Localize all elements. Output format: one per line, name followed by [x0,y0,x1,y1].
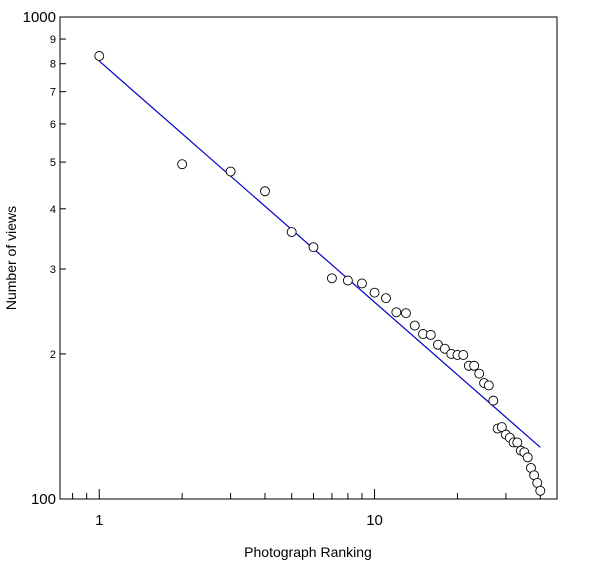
axis-ticks [60,16,541,500]
data-point [512,437,523,448]
data-point [326,273,337,284]
y-minor-tick-label: 3 [50,264,56,276]
data-point [391,307,402,318]
data-point [409,320,420,331]
y-tick-label: 100 [31,491,56,508]
data-point [439,343,450,354]
fit-line [98,60,541,448]
data-point [458,350,469,360]
data-points [94,51,546,496]
data-point [488,395,499,406]
y-tick-label: 1000 [23,9,56,26]
data-point [225,166,236,177]
data-point [425,329,436,340]
data-point [522,452,533,463]
y-minor-tick-label: 4 [50,204,56,216]
y-axis-label: Number of views [3,206,19,310]
tick-labels: 1 10 100 1000 2 3 4 5 6 7 8 9 [23,9,383,529]
data-point [400,308,411,319]
y-minor-tick-label: 2 [50,349,56,361]
data-point [474,368,485,379]
data-point [496,422,507,433]
x-tick-label: 10 [366,512,383,529]
y-minor-tick-label: 6 [50,119,56,131]
data-point [342,275,353,286]
x-tick-label: 1 [95,512,103,529]
data-point [260,186,270,197]
y-minor-tick-label: 5 [50,157,56,169]
data-point [380,293,391,304]
y-minor-tick-label: 9 [50,34,56,46]
fit-line-group [98,60,541,448]
data-point [357,278,367,289]
data-point [469,360,480,371]
data-point [308,242,319,253]
y-minor-tick-label: 8 [50,59,56,71]
x-axis-label: Photograph Ranking [244,544,372,560]
y-minor-tick-label: 7 [50,87,56,99]
plot-frame [59,16,558,500]
data-point [369,287,380,298]
data-point [286,227,297,237]
data-point [94,51,105,61]
data-point [483,380,494,391]
data-point [177,159,188,170]
data-point [535,485,546,496]
